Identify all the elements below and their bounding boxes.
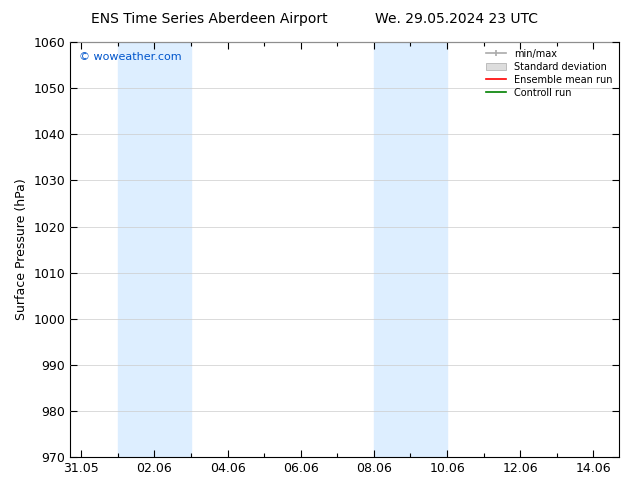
Bar [374,42,410,457]
Legend: min/max, Standard deviation, Ensemble mean run, Controll run: min/max, Standard deviation, Ensemble me… [482,45,616,101]
Y-axis label: Surface Pressure (hPa): Surface Pressure (hPa) [15,179,28,320]
Bar [118,42,155,457]
Text: We. 29.05.2024 23 UTC: We. 29.05.2024 23 UTC [375,12,538,26]
Text: ENS Time Series Aberdeen Airport: ENS Time Series Aberdeen Airport [91,12,328,26]
Bar [410,42,447,457]
Text: © woweather.com: © woweather.com [79,52,181,62]
Bar [155,42,191,457]
